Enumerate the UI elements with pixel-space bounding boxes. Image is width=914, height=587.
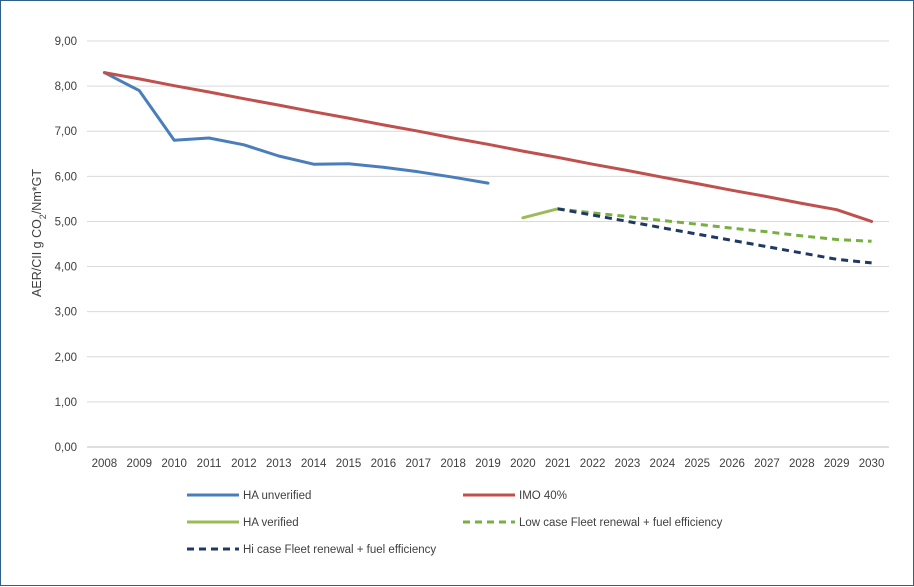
series-line-0 [102, 71, 490, 185]
y-axis-title-subscript: 2 [38, 214, 48, 219]
x-tick-label: 2017 [405, 458, 431, 470]
x-tick-label: 2009 [127, 458, 153, 470]
x-tick-label: 2011 [197, 458, 222, 470]
x-tick-label: 2021 [545, 458, 571, 470]
x-tick-label: 2026 [719, 458, 745, 470]
y-tick-label: 0,00 [55, 442, 77, 454]
x-tick-label: 2023 [615, 458, 641, 470]
x-tick-label: 2029 [824, 458, 850, 470]
x-tick-label: 2028 [789, 458, 815, 470]
series-line-2 [521, 207, 560, 220]
x-tick-label: 2024 [650, 458, 676, 470]
y-axis-title-main: AER/CII g CO [30, 219, 44, 297]
y-tick-label: 7,00 [55, 126, 77, 138]
legend-label-2: HA verified [243, 517, 299, 529]
grid-lines [87, 40, 889, 448]
x-tick-label: 2015 [336, 458, 362, 470]
x-tick-label: 2010 [161, 458, 187, 470]
x-tick-label: 2016 [371, 458, 397, 470]
legend-label-3: Low case Fleet renewal + fuel efficiency [519, 517, 723, 529]
legend: HA unverified IMO 40% HA verified Low case … [187, 490, 723, 556]
x-tick-label: 2025 [684, 458, 710, 470]
y-tick-labels: 0,00 1,00 2,00 3,00 4,00 5,00 6,00 7,00 8,00 9,00 [55, 36, 77, 454]
y-tick-label: 4,00 [55, 262, 77, 274]
x-tick-label: 2027 [754, 458, 780, 470]
x-tick-labels: 2008 2009 2010 2011 2012 2013 2014 2015 2016 2017… [92, 458, 885, 470]
x-tick-label: 2018 [440, 458, 466, 470]
y-axis-title-unit: /Nm*GT [30, 169, 44, 215]
legend-label-1: IMO 40% [519, 490, 567, 502]
y-tick-label: 2,00 [55, 352, 77, 364]
legend-label-0: HA unverified [243, 490, 311, 502]
x-tick-label: 2022 [580, 458, 606, 470]
series-line-1 [102, 71, 874, 223]
y-axis-title: AER/CII g CO2/Nm*GT [30, 169, 48, 297]
y-tick-label: 5,00 [55, 216, 77, 228]
x-tick-label: 2030 [859, 458, 885, 470]
x-tick-label: 2012 [231, 458, 257, 470]
y-tick-label: 8,00 [55, 81, 77, 93]
x-tick-label: 2019 [475, 458, 501, 470]
series-lines [102, 71, 874, 265]
x-tick-label: 2008 [92, 458, 118, 470]
x-tick-label: 2013 [266, 458, 292, 470]
y-tick-label: 9,00 [55, 36, 77, 48]
x-tick-label: 2020 [510, 458, 536, 470]
y-tick-label: 1,00 [55, 397, 77, 409]
series-line-4 [557, 207, 872, 265]
series-line-3 [557, 207, 872, 243]
y-tick-label: 6,00 [55, 171, 77, 183]
x-tick-label: 2014 [301, 458, 327, 470]
y-tick-label: 3,00 [55, 307, 77, 319]
legend-label-4: Hi case Fleet renewal + fuel efficiency [243, 544, 436, 556]
